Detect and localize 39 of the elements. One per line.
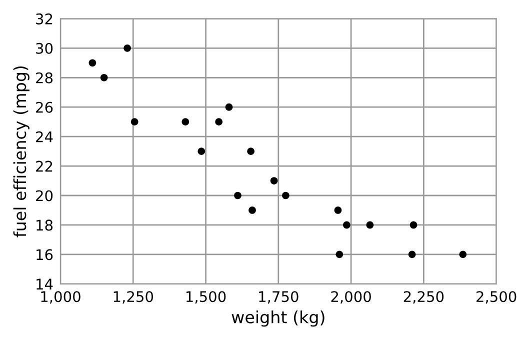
point <box>334 206 342 214</box>
x-tick-label: 1,000 <box>41 291 80 304</box>
point <box>366 221 374 229</box>
x-tick-label: 2,000 <box>331 291 371 304</box>
point <box>343 221 350 229</box>
y-axis-title: fuel efficiency (mpg) <box>13 66 30 238</box>
point <box>215 118 223 126</box>
point <box>100 74 108 82</box>
y-tick-label: 24 <box>36 131 53 142</box>
point <box>336 250 344 258</box>
y-tick-label: 22 <box>36 160 52 172</box>
y-tick-label: 32 <box>36 13 52 24</box>
x-tick-label: 2,250 <box>404 291 444 304</box>
point <box>130 118 138 126</box>
x-tick-label: 1,250 <box>114 291 154 304</box>
point <box>282 192 290 200</box>
point <box>459 250 467 258</box>
y-tick-label: 16 <box>36 249 53 260</box>
point <box>248 206 256 214</box>
point <box>247 148 254 155</box>
point <box>408 250 416 258</box>
y-tick-label: 14 <box>36 278 53 290</box>
point <box>234 192 242 200</box>
y-tick-label: 26 <box>36 102 53 113</box>
y-tick-label: 30 <box>36 42 53 54</box>
x-axis-title: weight (kg) <box>232 310 324 327</box>
y-tick-label: 20 <box>36 190 53 202</box>
y-tick-label: 28 <box>36 72 53 84</box>
point <box>225 103 233 111</box>
point <box>88 59 96 67</box>
y-tick-label: 18 <box>36 220 53 231</box>
point <box>124 44 131 52</box>
point <box>182 118 190 126</box>
x-tick-label: 1,500 <box>186 291 226 304</box>
point <box>270 177 278 184</box>
point <box>410 221 418 229</box>
point <box>198 148 206 155</box>
x-tick-label: 2,500 <box>476 291 516 304</box>
x-tick-label: 1,750 <box>259 291 298 304</box>
